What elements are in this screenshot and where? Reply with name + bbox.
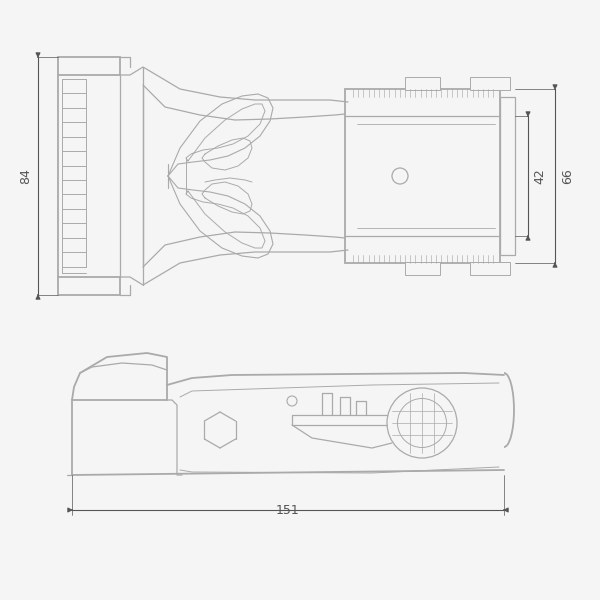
Bar [500, 97, 515, 255]
Bar [345, 89, 500, 263]
Bar [405, 262, 440, 275]
Bar [470, 77, 510, 90]
Text: 151: 151 [276, 503, 300, 517]
Circle shape [387, 388, 457, 458]
Bar [470, 262, 510, 275]
Text: 84: 84 [19, 168, 32, 184]
Text: 66: 66 [562, 168, 575, 184]
Text: 42: 42 [533, 168, 547, 184]
Bar [58, 57, 120, 75]
Bar [58, 277, 120, 295]
Circle shape [392, 168, 408, 184]
Circle shape [398, 398, 446, 448]
Circle shape [287, 396, 297, 406]
Bar [405, 77, 440, 90]
